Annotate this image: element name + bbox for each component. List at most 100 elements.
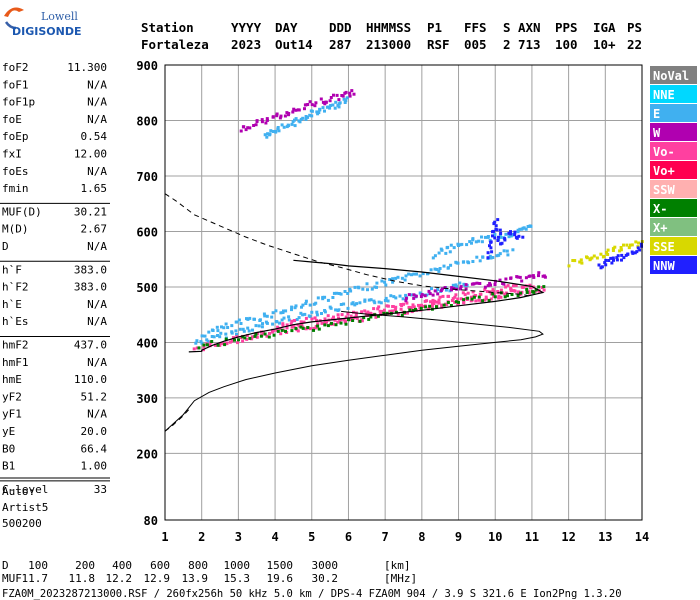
echo-point-w <box>279 114 283 118</box>
echo-point-e <box>290 305 294 309</box>
echo-point-e <box>271 311 275 315</box>
echo-point-e <box>280 318 284 322</box>
echo-point-vo <box>437 301 441 305</box>
echo-point-vo <box>479 292 483 296</box>
echo-point-x <box>367 317 371 321</box>
echo-point-x <box>316 324 320 328</box>
echo-point-vo <box>528 283 532 287</box>
echo-point-w <box>459 285 463 289</box>
echo-point-vo <box>430 304 434 308</box>
echo-point-e <box>379 301 383 305</box>
echo-point-e <box>375 281 379 285</box>
echo-point-e <box>318 108 322 112</box>
echo-point-x <box>362 316 366 320</box>
echo-point-vo <box>411 303 415 307</box>
legend-label: SSE <box>653 240 675 254</box>
echo-point-e <box>407 272 411 276</box>
header-label: DAY <box>275 20 298 35</box>
echo-point-e <box>421 272 425 276</box>
echo-point-e <box>495 254 499 258</box>
echo-point-w <box>516 275 520 279</box>
echo-point-e <box>370 287 374 291</box>
echo-point-vo <box>337 316 340 320</box>
echo-point-vo <box>431 298 435 302</box>
echo-point-e <box>276 126 280 129</box>
echo-point-e <box>339 292 343 296</box>
echo-point-w <box>348 91 352 95</box>
echo-point-x <box>253 334 257 338</box>
profile-line-solid-lower <box>164 310 544 432</box>
footer-muf-label: MUF <box>2 572 22 585</box>
echo-point-e <box>310 114 314 118</box>
param-name: h`F <box>2 263 22 276</box>
echo-point-e <box>498 252 502 256</box>
echo-point-sse <box>590 256 594 260</box>
echo-point-w <box>343 91 347 95</box>
echo-point-e <box>271 322 275 326</box>
echo-point-vo <box>390 309 394 313</box>
x-tick-label: 11 <box>525 530 539 544</box>
x-tick-label: 3 <box>235 530 242 544</box>
echo-point-vo <box>433 299 437 303</box>
header-value: 713 <box>518 37 541 52</box>
echo-point-vo <box>537 289 541 293</box>
echo-point-sse <box>585 256 589 260</box>
echo-point-e <box>263 314 267 318</box>
echo-point-e <box>456 261 460 265</box>
echo-point-vo <box>483 298 486 302</box>
echo-point-nnw <box>486 256 490 260</box>
echo-point-w <box>275 112 279 116</box>
echo-point-vo <box>320 321 324 325</box>
density-profile <box>164 193 545 432</box>
echo-point-e <box>429 268 433 272</box>
echo-point-e <box>331 296 335 299</box>
echo-point-e <box>391 277 395 281</box>
echo-point-w <box>308 100 312 104</box>
echo-point-vo <box>331 322 335 326</box>
y-tick-label: 300 <box>136 392 158 406</box>
echo-point-e <box>320 312 323 315</box>
echo-point-e <box>310 310 314 314</box>
param-value: 1.65 <box>81 182 108 195</box>
echo-point-e <box>367 298 371 302</box>
echo-point-w <box>294 108 298 112</box>
echo-point-x <box>323 323 327 327</box>
echo-point-e <box>392 295 396 299</box>
echo-point-vo <box>218 343 222 347</box>
echo-point-w <box>239 129 243 133</box>
echo-point-w <box>452 286 456 290</box>
echo-point-w <box>306 103 310 106</box>
echo-point-x <box>317 327 321 331</box>
echo-point-e <box>471 260 475 263</box>
echo-point-vo <box>290 319 294 323</box>
echo-point-vo <box>483 288 487 292</box>
header-label: YYYY <box>231 20 262 35</box>
echo-point-vo <box>425 299 429 303</box>
echo-point-e <box>511 248 515 252</box>
param-value: N/A <box>87 113 107 126</box>
echo-point-e <box>260 325 264 329</box>
echo-point-e <box>489 256 493 260</box>
echo-point-e <box>326 298 330 302</box>
echo-point-e <box>461 260 465 264</box>
echo-point-vo <box>542 288 546 292</box>
echo-point-e <box>306 115 310 119</box>
echo-point-vo <box>250 337 254 341</box>
echo-point-nnw <box>626 252 630 256</box>
echo-point-e <box>251 328 254 332</box>
echo-point-w <box>498 278 502 282</box>
echo-point-e <box>462 282 466 286</box>
echo-point-vo <box>393 308 397 312</box>
echo-point-vo <box>437 298 441 302</box>
echo-point-w <box>246 126 250 130</box>
legend-label: NNE <box>653 88 675 102</box>
echo-point-w <box>265 117 269 121</box>
echo-point-e <box>365 282 369 286</box>
legend-swatch-x <box>650 199 697 217</box>
echo-point-sse <box>606 253 610 256</box>
header-value: 213000 <box>366 37 411 52</box>
echo-point-vo <box>521 285 525 289</box>
echo-point-vo <box>378 309 382 313</box>
echo-point-vo <box>315 318 318 322</box>
echo-point-vo <box>405 301 409 305</box>
